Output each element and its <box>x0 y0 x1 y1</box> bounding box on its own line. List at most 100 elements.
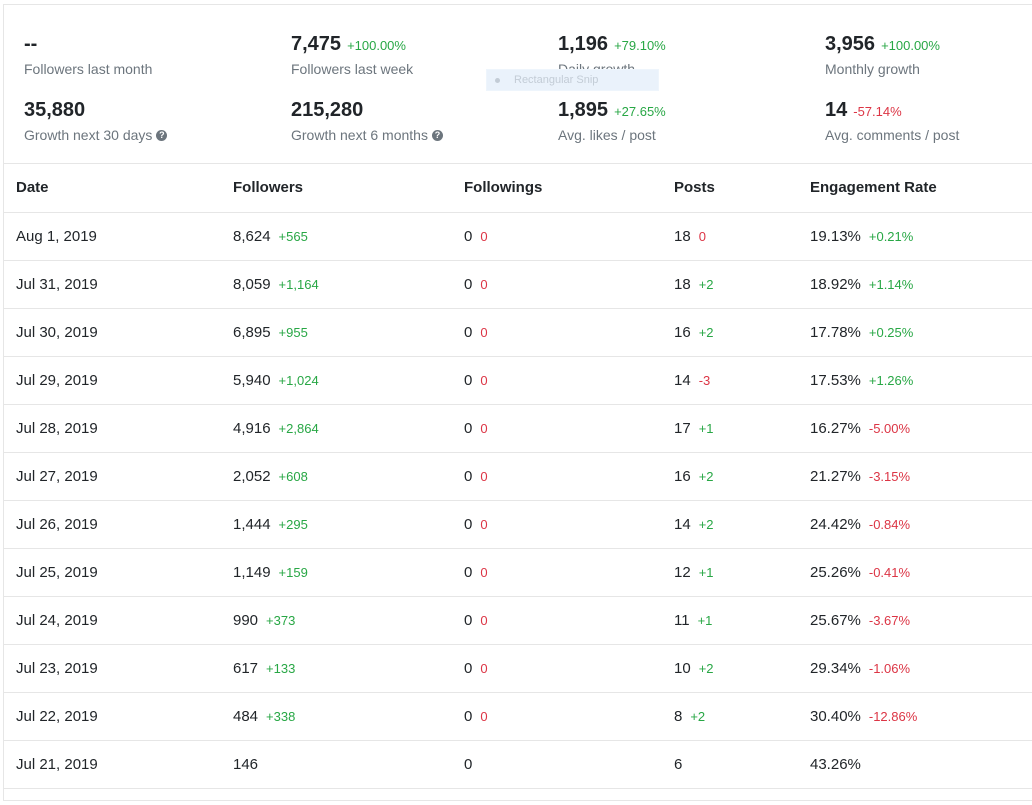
engagement-rate-change: -12.86% <box>868 708 918 724</box>
stat-label: Growth next 6 months <box>291 127 428 143</box>
followers-value: 4,916 <box>233 419 271 437</box>
posts-value: 6 <box>674 755 683 773</box>
cell-followers: 617 +133 <box>221 644 452 693</box>
cell-followers: 990 +373 <box>221 596 452 645</box>
stat-change: +27.65% <box>614 104 666 119</box>
cell-posts: 10 +2 <box>662 644 798 693</box>
engagement-rate-value: 21.27% <box>810 467 861 485</box>
help-icon[interactable]: ? <box>156 129 168 141</box>
stat-label: Avg. likes / post <box>558 127 656 143</box>
followers-change: +2,864 <box>278 420 319 436</box>
followings-change: 0 <box>480 612 488 628</box>
followings-change: 0 <box>480 564 488 580</box>
posts-value: 10 <box>674 659 691 677</box>
engagement-rate-change: +1.26% <box>868 372 914 388</box>
cell-date: Jul 22, 2019 <box>4 692 221 741</box>
table-row: Jul 31, 2019 8,059 +1,164 0 0 18 +2 18.92% +1.14… <box>4 260 1032 309</box>
posts-value: 12 <box>674 563 691 581</box>
cell-posts: 14 -3 <box>662 356 798 405</box>
posts-change: -3 <box>698 372 711 388</box>
cell-engagement-rate: 24.42% -0.84% <box>798 500 1032 549</box>
stat-monthly-growth: 3,956 +100.00% Monthly growth <box>825 32 940 77</box>
cell-followers: 146 <box>221 740 452 789</box>
followers-value: 1,149 <box>233 563 271 581</box>
posts-value: 18 <box>674 227 691 245</box>
cell-posts: 17 +1 <box>662 404 798 453</box>
posts-change: +2 <box>698 516 714 532</box>
cell-engagement-rate: 29.34% -1.06% <box>798 644 1032 693</box>
snip-icon <box>495 77 500 83</box>
followings-change: 0 <box>480 324 488 340</box>
followings-value: 0 <box>464 563 473 581</box>
cell-date: Jul 23, 2019 <box>4 644 221 693</box>
cell-engagement-rate: 19.13% +0.21% <box>798 212 1032 261</box>
cell-engagement-rate: 25.67% -3.67% <box>798 596 1032 645</box>
followers-change: +133 <box>266 660 296 676</box>
cell-followers: 6,895 +955 <box>221 308 452 357</box>
followings-value: 0 <box>464 467 473 485</box>
posts-change: 0 <box>698 228 706 244</box>
followings-value: 0 <box>464 707 473 725</box>
stats-table: Date Followers Followings Posts Engageme… <box>4 164 1032 789</box>
col-header-followings[interactable]: Followings <box>452 164 662 213</box>
followers-change: +373 <box>266 612 296 628</box>
followers-change: +565 <box>278 228 308 244</box>
followings-change: 0 <box>480 708 488 724</box>
cell-posts: 18 0 <box>662 212 798 261</box>
col-header-date[interactable]: Date <box>4 164 221 213</box>
table-row: Jul 28, 2019 4,916 +2,864 0 0 17 +1 16.27% -5.00… <box>4 404 1032 453</box>
engagement-rate-value: 18.92% <box>810 275 861 293</box>
table-row: Jul 23, 2019 617 +133 0 0 10 +2 29.34% -1.06% <box>4 644 1032 693</box>
followers-change: +338 <box>266 708 296 724</box>
cell-followers: 5,940 +1,024 <box>221 356 452 405</box>
followings-value: 0 <box>464 611 473 629</box>
cell-date: Jul 27, 2019 <box>4 452 221 501</box>
col-header-posts[interactable]: Posts <box>662 164 798 213</box>
followings-change: 0 <box>480 228 488 244</box>
cell-date: Aug 1, 2019 <box>4 212 221 261</box>
stat-label: Followers last month <box>24 61 153 77</box>
cell-date: Jul 24, 2019 <box>4 596 221 645</box>
posts-value: 16 <box>674 323 691 341</box>
engagement-rate-value: 17.78% <box>810 323 861 341</box>
engagement-rate-change: -0.84% <box>868 516 911 532</box>
cell-engagement-rate: 43.26% <box>798 740 1032 789</box>
cell-engagement-rate: 21.27% -3.15% <box>798 452 1032 501</box>
table-row: Jul 30, 2019 6,895 +955 0 0 16 +2 17.78% +0.25% <box>4 308 1032 357</box>
cell-followers: 484 +338 <box>221 692 452 741</box>
help-icon[interactable]: ? <box>431 129 443 141</box>
cell-engagement-rate: 18.92% +1.14% <box>798 260 1032 309</box>
col-header-engagement-rate[interactable]: Engagement Rate <box>798 164 1032 213</box>
stat-avg-comments: 14 -57.14% Avg. comments / post <box>825 98 959 143</box>
cell-date: Jul 25, 2019 <box>4 548 221 597</box>
followings-change: 0 <box>480 468 488 484</box>
cell-engagement-rate: 17.53% +1.26% <box>798 356 1032 405</box>
posts-change: +2 <box>698 324 714 340</box>
cell-date: Jul 28, 2019 <box>4 404 221 453</box>
posts-value: 8 <box>674 707 683 725</box>
table-body: Aug 1, 2019 8,624 +565 0 0 18 0 19.13% +0.21% Jul… <box>4 212 1032 789</box>
followers-change: +1,164 <box>278 276 319 292</box>
stat-label: Followers last week <box>291 61 414 77</box>
stat-change: +79.10% <box>614 38 666 53</box>
stat-followers-last-week: 7,475 +100.00% Followers last week <box>291 32 413 77</box>
col-header-followers[interactable]: Followers <box>221 164 452 213</box>
stat-growth-next-30-days: 35,880 Growth next 30 days? <box>24 98 168 143</box>
cell-posts: 11 +1 <box>662 596 798 645</box>
followings-change: 0 <box>480 276 488 292</box>
followers-change: +955 <box>278 324 308 340</box>
followers-value: 990 <box>233 611 259 629</box>
snip-label: Rectangular Snip <box>514 74 599 86</box>
stat-label: Avg. comments / post <box>825 127 960 143</box>
engagement-rate-value: 25.26% <box>810 563 861 581</box>
followers-change: +295 <box>278 516 308 532</box>
cell-posts: 12 +1 <box>662 548 798 597</box>
cell-date: Jul 31, 2019 <box>4 260 221 309</box>
cell-followings: 0 <box>452 740 662 789</box>
